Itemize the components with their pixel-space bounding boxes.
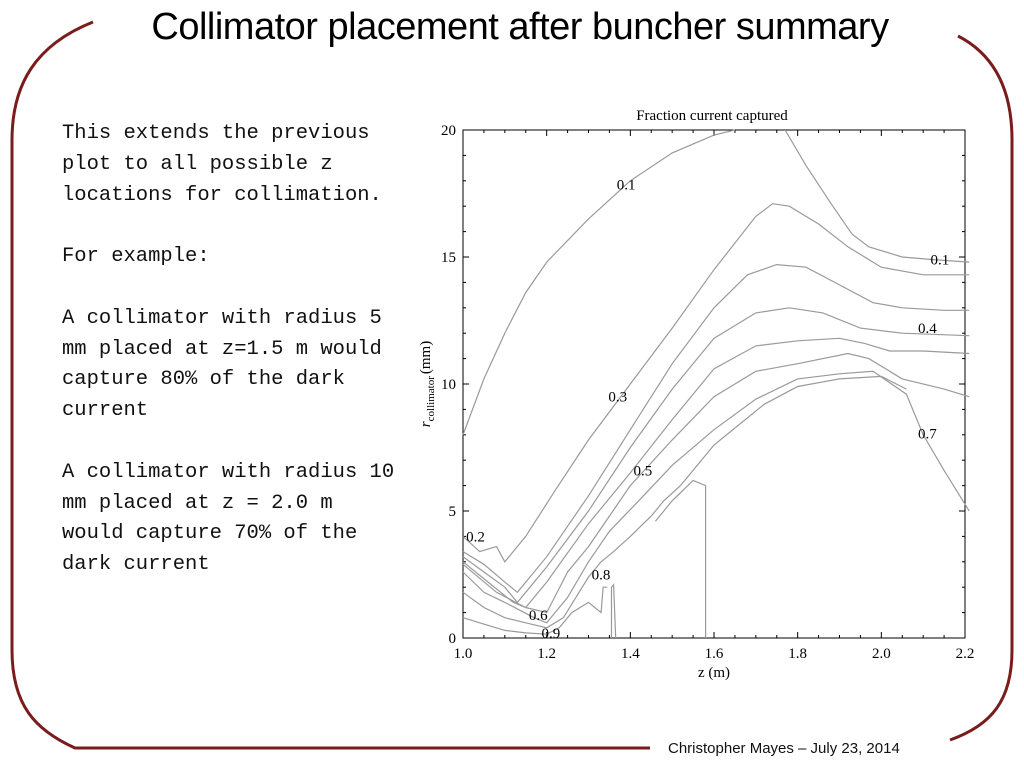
contour-label: 0.4 [918, 321, 937, 337]
contour-label: 0.5 [634, 463, 653, 479]
y-tick-label: 15 [441, 250, 456, 266]
contour-label: 0.2 [466, 529, 485, 545]
contour-line [462, 307, 970, 604]
paragraph-example-heading: For example: [62, 245, 210, 269]
contour-labels: 0.1 0.1 0.2 0.3 0.4 0.5 0.6 0.7 0.8 0.9 [466, 178, 949, 642]
contour-chart: Fraction current captured 0.10.10.20.30.… [418, 108, 975, 681]
contour-line [462, 586, 608, 635]
x-tick-labels: 1.0 1.2 1.4 1.6 1.8 2.0 2.2 [454, 646, 975, 662]
contour-label: 0.9 [541, 626, 560, 642]
x-tick-label: 1.8 [788, 646, 807, 662]
y-tick-label: 0 [449, 631, 457, 647]
contour-label: 0.6 [529, 608, 548, 624]
paragraph-intro: This extends the previous plot to all po… [62, 122, 382, 207]
contour-label: 0.8 [592, 568, 611, 584]
x-tick-label: 1.4 [621, 646, 640, 662]
contour-label: 0.1 [931, 253, 950, 269]
contour-line [462, 375, 907, 629]
contour-line [654, 479, 707, 638]
border-top-left-arc [10, 20, 650, 750]
chart-title: Fraction current captured [636, 108, 788, 124]
y-tick-label: 5 [449, 504, 457, 520]
contour-line [462, 129, 736, 436]
contour-label: 0.7 [918, 427, 937, 443]
x-tick-label: 1.0 [454, 646, 473, 662]
paragraph-example-2: A collimator with radius 10 mm placed at… [62, 460, 395, 577]
axis-ticks [462, 129, 966, 639]
y-tick-labels: 0 5 10 15 20 [441, 123, 456, 647]
x-tick-label: 2.0 [872, 646, 891, 662]
plot-frame [462, 129, 966, 639]
y-axis-label: rcollimator (mm) [418, 341, 437, 427]
contour-line [462, 370, 970, 624]
contour-line [462, 203, 970, 563]
contour-line [462, 263, 970, 594]
border-right-arc [949, 34, 1014, 742]
contour-line [462, 352, 970, 614]
contour-label: 0.3 [608, 390, 627, 406]
x-tick-label: 2.2 [956, 646, 975, 662]
x-axis-label: z (m) [698, 665, 730, 681]
y-axis-label-main: r [418, 421, 434, 427]
x-tick-label: 1.6 [705, 646, 724, 662]
slide-title: Collimator placement after buncher summa… [151, 6, 889, 48]
contour-line [462, 337, 970, 609]
contour-line [784, 129, 970, 263]
y-axis-label-unit: (mm) [418, 341, 434, 374]
y-tick-label: 10 [441, 377, 456, 393]
y-tick-label: 20 [441, 123, 456, 139]
footer-credit: Christopher Mayes – July 23, 2014 [668, 740, 900, 757]
y-axis-label-sub: collimator [425, 376, 437, 422]
x-tick-label: 1.2 [537, 646, 556, 662]
paragraph-example-1: A collimator with radius 5 mm placed at … [62, 306, 382, 423]
body-text: This extends the previous plot to all po… [62, 119, 402, 612]
contour-label: 0.1 [617, 178, 636, 194]
contour-lines [462, 129, 970, 639]
contour-line [610, 583, 617, 639]
